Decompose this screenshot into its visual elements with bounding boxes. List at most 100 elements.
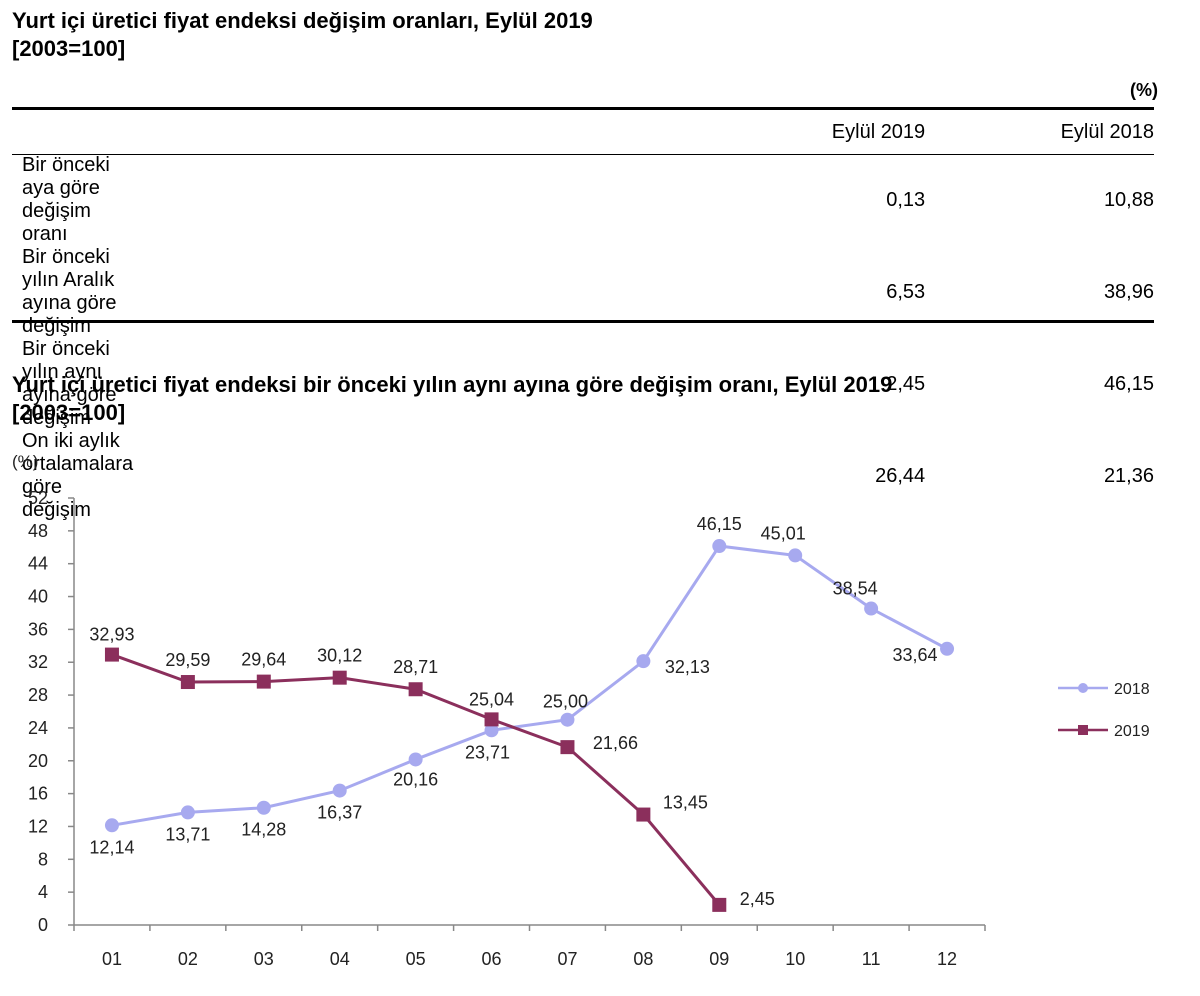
legend-label-2018: 2018	[1114, 681, 1150, 698]
data-point-2018	[180, 805, 195, 820]
cell-value: 0,13	[886, 188, 926, 211]
x-tick-label: 12	[937, 949, 957, 969]
cell-value: 26,44	[875, 464, 926, 487]
table-subtitle: [2003=100]	[12, 36, 126, 61]
table-row: Bir önceki aya göre değişim oranı 0,13 1…	[12, 154, 1154, 246]
table-header-empty	[12, 110, 133, 154]
data-label-2019: 29,64	[241, 650, 286, 670]
change-rates-table: Eylül 2019 Eylül 2018 Bir önceki aya gör…	[12, 110, 1154, 522]
data-label-2018: 20,16	[393, 769, 438, 789]
data-label-2018: 25,00	[543, 692, 588, 712]
data-point-2018	[864, 601, 879, 616]
data-point-2018	[788, 548, 803, 563]
y-tick-label: 12	[28, 816, 48, 836]
x-tick-label: 02	[178, 949, 198, 969]
data-point-2018	[332, 783, 347, 798]
data-label-2018: 32,13	[665, 657, 710, 677]
table-rule-header	[12, 154, 1154, 155]
cell-value: 46,15	[1103, 372, 1154, 395]
data-point-2018	[484, 723, 499, 738]
data-point-2018	[636, 654, 651, 669]
row-label: Bir önceki aya göre değişim oranı	[22, 154, 110, 245]
data-point-2019	[636, 807, 651, 822]
data-point-2019	[180, 675, 195, 690]
x-tick-label: 11	[862, 949, 881, 969]
data-label-2018: 16,37	[317, 803, 362, 823]
x-tick-label: 10	[785, 949, 805, 969]
y-tick-label: 20	[28, 751, 48, 771]
data-label-2019: 32,93	[89, 625, 134, 645]
cell-value: 10,88	[1103, 188, 1154, 211]
row-label: Bir önceki yılın aynı ayına göre değişim	[22, 338, 117, 429]
data-point-2019	[408, 682, 423, 697]
y-tick-label: 0	[38, 915, 48, 935]
data-point-2018	[104, 818, 119, 833]
chart-subtitle: [2003=100]	[12, 400, 126, 425]
data-label-2018: 45,01	[761, 523, 806, 543]
cell-value: 2,45	[886, 372, 926, 395]
y-tick-label: 4	[38, 882, 48, 902]
x-tick-label: 05	[406, 949, 426, 969]
x-tick-label: 09	[709, 949, 729, 969]
data-label-2018: 14,28	[241, 820, 286, 840]
data-point-2018	[940, 641, 955, 656]
data-point-2019	[560, 740, 575, 755]
data-label-2018: 13,71	[165, 824, 210, 844]
data-point-2019	[484, 712, 499, 727]
cell-value: 38,96	[1103, 280, 1154, 303]
data-label-2018: 23,71	[465, 742, 510, 762]
x-tick-label: 01	[102, 949, 122, 969]
cell-value: 6,53	[886, 280, 926, 303]
y-tick-label: 52	[28, 488, 48, 508]
data-point-2018	[560, 712, 575, 727]
y-tick-label: 24	[28, 718, 48, 738]
data-label-2019: 29,59	[165, 650, 210, 670]
data-label-2019: 28,71	[393, 657, 438, 677]
y-tick-label: 40	[28, 587, 48, 607]
y-tick-label: 36	[28, 619, 48, 639]
data-label-2019: 13,45	[663, 793, 708, 813]
table-row: Bir önceki yılın Aralık ayına göre değiş…	[12, 246, 1154, 338]
x-tick-label: 07	[557, 949, 577, 969]
cell-value: 21,36	[1103, 464, 1154, 487]
y-tick-label: 16	[28, 784, 48, 804]
data-point-2018	[256, 800, 271, 815]
table-unit: (%)	[1130, 80, 1158, 100]
legend-marker-2018	[1078, 683, 1088, 693]
legend-marker-2019	[1078, 725, 1088, 735]
x-tick-label: 04	[330, 949, 350, 969]
chart-title: Yurt içi üretici fiyat endeksi bir öncek…	[12, 372, 893, 397]
data-point-2019	[104, 647, 119, 662]
y-tick-label: 28	[28, 685, 48, 705]
data-label-2019: 30,12	[317, 646, 362, 666]
data-label-2019: 21,66	[593, 733, 638, 753]
y-axis-unit: (%)	[12, 452, 38, 471]
column-header-sep-2018: Eylül 2018	[1060, 120, 1154, 143]
y-tick-label: 32	[28, 652, 48, 672]
data-label-2019: 2,45	[740, 889, 775, 909]
data-point-2018	[408, 752, 423, 767]
table-header-row: Eylül 2019 Eylül 2018	[12, 110, 1154, 154]
data-point-2018	[712, 539, 727, 554]
data-label-2018: 38,54	[833, 579, 878, 599]
y-tick-label: 48	[28, 521, 48, 541]
data-label-2018: 33,64	[893, 645, 938, 665]
row-label: Bir önceki yılın Aralık ayına göre değiş…	[22, 246, 117, 337]
data-label-2018: 46,15	[697, 514, 742, 534]
data-point-2019	[712, 897, 727, 912]
x-tick-label: 03	[254, 949, 274, 969]
table-title: Yurt içi üretici fiyat endeksi değişim o…	[12, 8, 593, 33]
table-rule-top	[12, 107, 1154, 110]
table-row: Bir önceki yılın aynı ayına göre değişim…	[12, 338, 1154, 430]
x-tick-label: 06	[482, 949, 502, 969]
y-tick-label: 44	[28, 554, 48, 574]
data-label-2018: 12,14	[89, 837, 134, 857]
series-line-2018	[111, 544, 948, 827]
data-point-2019	[256, 674, 271, 689]
y-tick-label: 8	[38, 849, 48, 869]
data-label-2019: 25,04	[469, 689, 514, 709]
legend-label-2019: 2019	[1114, 723, 1150, 740]
column-header-sep-2019: Eylül 2019	[831, 120, 926, 143]
table-rule-bottom	[12, 320, 1154, 323]
